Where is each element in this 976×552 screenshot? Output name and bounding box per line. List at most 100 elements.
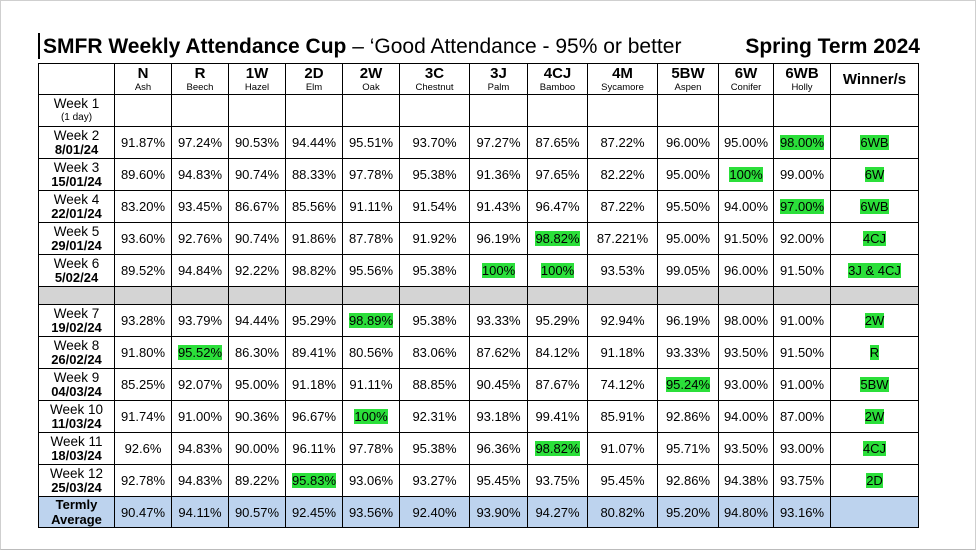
value-cell: 95.45% [469, 464, 528, 497]
value-cell: 94.84% [171, 254, 229, 287]
value-cell: 91.43% [469, 190, 528, 223]
value-cell: 93.27% [399, 464, 470, 497]
value-text: 96.00% [665, 135, 711, 150]
value-text: 83.06% [412, 345, 457, 360]
table-row: Week 12 25/03/24 92.78% 94.83% 89.22% 95.83% 9… [38, 464, 919, 497]
value-text: 95.71% [665, 441, 711, 456]
winner-cell: 4CJ [830, 432, 919, 465]
value-text: 95.38% [412, 441, 457, 456]
value-text: 93.33% [665, 345, 711, 360]
value-cell: 95.29% [285, 304, 343, 337]
value-cell: 92.86% [657, 400, 719, 433]
table-row: Week 7 19/02/24 93.28% 93.79% 94.44% 95.29% 98… [38, 304, 919, 337]
value-text: 91.50% [779, 345, 825, 360]
column-name: Chestnut [415, 82, 454, 93]
value-cell: 95.00% [657, 222, 719, 255]
empty-cell [527, 94, 588, 127]
week-label: Week 11 [50, 433, 103, 449]
value-cell: 96.00% [718, 254, 774, 287]
column-header: N Ash [114, 63, 172, 95]
winner-badge: 2D [866, 473, 883, 488]
table-row: Week 9 04/03/24 85.25% 92.07% 95.00% 91.18% 91… [38, 368, 919, 401]
separator-cell [228, 286, 286, 305]
value-cell: 94.83% [171, 158, 229, 191]
value-text: 94.00% [723, 409, 769, 424]
value-cell: 91.50% [773, 254, 831, 287]
average-value: 93.90% [469, 496, 528, 528]
column-header: 6WB Holly [773, 63, 831, 95]
value-text: 83.20% [120, 199, 166, 214]
winner-badge: 3J & 4CJ [848, 263, 901, 278]
week-cell: Week 1 (1 day) [38, 94, 115, 127]
value-cell: 95.71% [657, 432, 719, 465]
value-cell: 87.00% [773, 400, 831, 433]
value-text: 85.25% [120, 377, 166, 392]
week-label: Week 2 [53, 127, 100, 143]
value-text: 91.07% [600, 441, 645, 456]
column-name: Aspen [674, 82, 702, 93]
separator-cell [587, 286, 658, 305]
column-code: 5BW [671, 65, 705, 82]
value-cell: 91.00% [773, 304, 831, 337]
value-cell: 93.60% [114, 222, 172, 255]
column-header: 3C Chestnut [399, 63, 470, 95]
column-code: 4M [612, 65, 633, 82]
value-text: 91.00% [779, 313, 825, 328]
week-date: 15/01/24 [51, 173, 102, 189]
value-cell: 96.47% [527, 190, 588, 223]
week-label: Week 5 [53, 223, 100, 239]
column-name: Ash [134, 82, 152, 93]
value-cell: 92.78% [114, 464, 172, 497]
value-cell: 92.22% [228, 254, 286, 287]
value-text: 97.65% [535, 167, 580, 182]
value-text: 92.31% [412, 409, 457, 424]
value-cell: 91.00% [171, 400, 229, 433]
value-cell: 96.00% [657, 126, 719, 159]
column-code: 2D [304, 65, 324, 82]
value-cell: 98.89% [342, 304, 400, 337]
value-text: 94.84% [177, 263, 223, 278]
average-value: 92.40% [399, 496, 470, 528]
winner-cell: 5BW [830, 368, 919, 401]
column-header: 2W Oak [342, 63, 400, 95]
value-cell: 93.75% [527, 464, 588, 497]
value-cell: 94.00% [718, 190, 774, 223]
value-cell: 100% [527, 254, 588, 287]
column-header: 4CJ Bamboo [527, 63, 588, 95]
value-text: 98.82% [291, 263, 337, 278]
value-cell: 90.45% [469, 368, 528, 401]
value-cell: 90.53% [228, 126, 286, 159]
value-text: 86.67% [234, 199, 280, 214]
value-text: 91.80% [120, 345, 166, 360]
value-text: 89.22% [234, 473, 280, 488]
value-cell: 97.78% [342, 158, 400, 191]
value-text: 92.6% [124, 441, 162, 456]
column-code: 4CJ [543, 65, 572, 82]
value-text: 95.38% [412, 167, 457, 182]
highlighted-value: 97.00% [779, 199, 825, 214]
value-text: 93.75% [779, 473, 825, 488]
value-text: 91.87% [120, 135, 166, 150]
value-text: 86.30% [234, 345, 280, 360]
value-cell: 91.00% [773, 368, 831, 401]
attendance-table: N Ash R Beech 1W Hazel 2D Elm 2W Oak 3C Chestnut 3J P… [38, 63, 919, 528]
week-date: 8/01/24 [54, 141, 99, 157]
value-cell: 80.56% [342, 336, 400, 369]
week-cell: Week 7 19/02/24 [38, 304, 115, 337]
value-cell: 91.54% [399, 190, 470, 223]
average-label-line2: Average [51, 512, 102, 527]
value-text: 93.00% [723, 377, 769, 392]
title-main: SMFR Weekly Attendance Cup [43, 35, 347, 58]
week-label: Week 1 [53, 95, 100, 111]
value-cell: 88.33% [285, 158, 343, 191]
value-text: 99.05% [665, 263, 711, 278]
value-cell: 95.00% [657, 158, 719, 191]
empty-cell [773, 94, 831, 127]
value-text: 91.00% [177, 409, 223, 424]
value-cell: 91.50% [773, 336, 831, 369]
week-label: Week 10 [49, 401, 104, 417]
highlighted-value: 100% [354, 409, 388, 424]
value-text: 91.18% [291, 377, 337, 392]
value-cell: 93.70% [399, 126, 470, 159]
value-text: 89.52% [120, 263, 166, 278]
